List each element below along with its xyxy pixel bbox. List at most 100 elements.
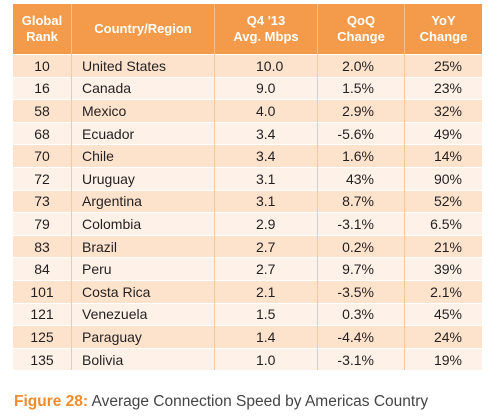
table-row: 101 Costa Rica 2.1 -3.5% 2.1% — [13, 279, 482, 304]
country-cell: Brazil — [71, 234, 215, 258]
speed-cell: 4.0 — [214, 99, 318, 123]
header-country-region: Country/Region — [71, 4, 215, 55]
speed-cell: 3.1 — [214, 189, 318, 213]
speed-cell: 3.1 — [214, 166, 318, 191]
qoq-cell: 1.6% — [317, 144, 405, 168]
figure-caption: Figure 28: Average Connection Speed by A… — [14, 393, 428, 411]
qoq-cell: 1.5% — [317, 76, 405, 100]
country-cell: United States — [71, 54, 215, 78]
yoy-cell: 24% — [404, 325, 482, 349]
figure-caption-label: Figure 28: — [14, 393, 89, 410]
rank-cell: 58 — [13, 99, 72, 123]
yoy-cell: 52% — [404, 189, 482, 213]
country-cell: Canada — [71, 76, 215, 100]
header-yoy-change: YoY Change — [404, 4, 482, 55]
rank-cell: 16 — [13, 76, 72, 100]
qoq-cell: 8.7% — [317, 189, 405, 213]
table-row: 68 Ecuador 3.4 -5.6% 49% — [13, 121, 482, 145]
rank-cell: 83 — [13, 234, 72, 258]
header-global-rank-line1: Global — [21, 13, 63, 28]
qoq-cell: -4.4% — [317, 325, 405, 349]
header-yoy-change-line1: YoY — [431, 13, 456, 28]
yoy-cell: 45% — [404, 302, 482, 326]
header-avg-mbps-line2: Avg. Mbps — [233, 29, 299, 44]
rank-cell: 135 — [13, 347, 72, 371]
speed-cell: 2.1 — [214, 279, 318, 304]
rank-cell: 73 — [13, 189, 72, 213]
rank-cell: 125 — [13, 325, 72, 349]
header-qoq-change: QoQ Change — [317, 4, 405, 55]
speed-cell: 10.0 — [214, 54, 318, 78]
table-row: 79 Colombia 2.9 -3.1% 6.5% — [13, 212, 482, 236]
qoq-cell: -3.1% — [317, 347, 405, 371]
header-global-rank-line2: Rank — [26, 29, 58, 44]
country-cell: Paraguay — [71, 325, 215, 349]
country-cell: Bolivia — [71, 347, 215, 371]
speed-cell: 2.9 — [214, 212, 318, 236]
rank-cell: 68 — [13, 121, 72, 145]
header-avg-mbps: Q4 '13 Avg. Mbps — [214, 4, 318, 55]
country-cell: Chile — [71, 144, 215, 168]
header-yoy-change-line2: Change — [419, 29, 468, 44]
table-row: 125 Paraguay 1.4 -4.4% 24% — [13, 325, 482, 349]
country-cell: Uruguay — [71, 166, 215, 191]
qoq-cell: 2.9% — [317, 99, 405, 123]
yoy-cell: 23% — [404, 76, 482, 100]
speed-cell: 9.0 — [214, 76, 318, 100]
table-body: 10 United States 10.0 2.0% 25% 16 Canada 9.0 1.5… — [13, 54, 482, 371]
yoy-cell: 49% — [404, 121, 482, 145]
table-row: 135 Bolivia 1.0 -3.1% 19% — [13, 347, 482, 371]
yoy-cell: 25% — [404, 54, 482, 78]
speed-cell: 3.4 — [214, 144, 318, 168]
rank-cell: 10 — [13, 54, 72, 78]
yoy-cell: 6.5% — [404, 212, 482, 236]
connection-speed-table-container: Global Rank Country/Region Q4 '13 Avg. M… — [13, 4, 482, 371]
connection-speed-table: Global Rank Country/Region Q4 '13 Avg. M… — [13, 4, 482, 371]
rank-cell: 79 — [13, 212, 72, 236]
speed-cell: 2.7 — [214, 234, 318, 258]
rank-cell: 84 — [13, 257, 72, 281]
country-cell: Peru — [71, 257, 215, 281]
speed-cell: 3.4 — [214, 121, 318, 145]
rank-cell: 101 — [13, 279, 72, 304]
table-row: 72 Uruguay 3.1 43% 90% — [13, 166, 482, 191]
figure-caption-text: Average Connection Speed by Americas Cou… — [88, 393, 429, 410]
qoq-cell: -3.1% — [317, 212, 405, 236]
table-row: 73 Argentina 3.1 8.7% 52% — [13, 189, 482, 213]
header-row: Global Rank Country/Region Q4 '13 Avg. M… — [13, 4, 482, 55]
country-cell: Ecuador — [71, 121, 215, 145]
qoq-cell: 9.7% — [317, 257, 405, 281]
qoq-cell: 0.2% — [317, 234, 405, 258]
yoy-cell: 21% — [404, 234, 482, 258]
yoy-cell: 39% — [404, 257, 482, 281]
qoq-cell: 43% — [317, 166, 405, 191]
speed-cell: 1.0 — [214, 347, 318, 371]
rank-cell: 121 — [13, 302, 72, 326]
table-row: 121 Venezuela 1.5 0.3% 45% — [13, 302, 482, 326]
yoy-cell: 32% — [404, 99, 482, 123]
header-country-region-line1: Country/Region — [94, 21, 192, 36]
table-row: 58 Mexico 4.0 2.9% 32% — [13, 99, 482, 123]
yoy-cell: 19% — [404, 347, 482, 371]
country-cell: Venezuela — [71, 302, 215, 326]
country-cell: Costa Rica — [71, 279, 215, 304]
speed-cell: 1.4 — [214, 325, 318, 349]
table-row: 10 United States 10.0 2.0% 25% — [13, 54, 482, 78]
qoq-cell: -3.5% — [317, 279, 405, 304]
header-avg-mbps-line1: Q4 '13 — [246, 13, 286, 28]
table-row: 16 Canada 9.0 1.5% 23% — [13, 76, 482, 100]
country-cell: Argentina — [71, 189, 215, 213]
qoq-cell: 0.3% — [317, 302, 405, 326]
yoy-cell: 14% — [404, 144, 482, 168]
yoy-cell: 2.1% — [404, 279, 482, 304]
table-row: 83 Brazil 2.7 0.2% 21% — [13, 234, 482, 258]
table-row: 84 Peru 2.7 9.7% 39% — [13, 257, 482, 281]
header-global-rank: Global Rank — [13, 4, 72, 55]
qoq-cell: 2.0% — [317, 54, 405, 78]
speed-cell: 2.7 — [214, 257, 318, 281]
qoq-cell: -5.6% — [317, 121, 405, 145]
rank-cell: 70 — [13, 144, 72, 168]
speed-cell: 1.5 — [214, 302, 318, 326]
header-qoq-change-line2: Change — [337, 29, 385, 44]
country-cell: Mexico — [71, 99, 215, 123]
